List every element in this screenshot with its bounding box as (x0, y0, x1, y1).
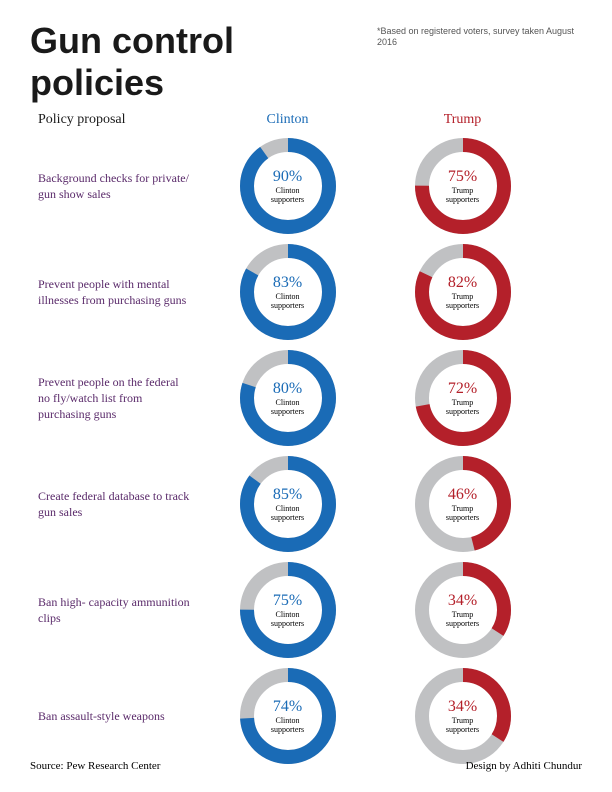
trump-donut-cell: 72% Trumpsupporters (375, 350, 550, 446)
clinton-percent: 75% (273, 592, 302, 610)
design-credit: Design by Adhiti Chundur (466, 760, 582, 772)
policy-row: Ban assault-style weapons 74% Clintonsup… (30, 666, 582, 766)
clinton-donut: 90% Clintonsupporters (240, 138, 336, 234)
policy-label: Ban assault-style weapons (30, 708, 200, 724)
survey-footnote: *Based on registered voters, survey take… (377, 26, 582, 48)
clinton-supporter-label: Clintonsupporters (271, 717, 304, 734)
policy-label: Prevent people on the federal no fly/wat… (30, 374, 200, 423)
policy-label: Prevent people with mental illnesses fro… (30, 276, 200, 308)
policy-row: Ban high- capacity ammunition clips 75% … (30, 560, 582, 660)
column-headers: Policy proposal Clinton Trump (30, 112, 582, 128)
policy-row: Create federal database to track gun sal… (30, 454, 582, 554)
clinton-donut-cell: 74% Clintonsupporters (200, 668, 375, 764)
trump-donut: 72% Trumpsupporters (415, 350, 511, 446)
policy-rows: Background checks for private/ gun show … (30, 136, 582, 766)
trump-donut: 82% Trumpsupporters (415, 244, 511, 340)
clinton-donut: 75% Clintonsupporters (240, 562, 336, 658)
trump-donut: 34% Trumpsupporters (415, 562, 511, 658)
clinton-supporter-label: Clintonsupporters (271, 505, 304, 522)
source-credit: Source: Pew Research Center (30, 760, 160, 772)
clinton-donut-cell: 80% Clintonsupporters (200, 350, 375, 446)
clinton-percent: 90% (273, 168, 302, 186)
clinton-supporter-label: Clintonsupporters (271, 611, 304, 628)
clinton-percent: 85% (273, 486, 302, 504)
clinton-supporter-label: Clintonsupporters (271, 293, 304, 310)
trump-percent: 46% (448, 486, 477, 504)
trump-supporter-label: Trumpsupporters (446, 611, 479, 628)
clinton-donut-cell: 83% Clintonsupporters (200, 244, 375, 340)
trump-donut: 75% Trumpsupporters (415, 138, 511, 234)
trump-percent: 72% (448, 380, 477, 398)
policy-row: Prevent people on the federal no fly/wat… (30, 348, 582, 448)
clinton-donut-cell: 75% Clintonsupporters (200, 562, 375, 658)
clinton-donut-cell: 85% Clintonsupporters (200, 456, 375, 552)
clinton-percent: 83% (273, 274, 302, 292)
trump-donut-cell: 82% Trumpsupporters (375, 244, 550, 340)
trump-percent: 75% (448, 168, 477, 186)
trump-supporter-label: Trumpsupporters (446, 293, 479, 310)
trump-donut: 46% Trumpsupporters (415, 456, 511, 552)
trump-supporter-label: Trumpsupporters (446, 505, 479, 522)
policy-column-header: Policy proposal (30, 112, 200, 128)
policy-label: Ban high- capacity ammunition clips (30, 594, 200, 626)
trump-donut-cell: 34% Trumpsupporters (375, 562, 550, 658)
clinton-donut: 74% Clintonsupporters (240, 668, 336, 764)
clinton-supporter-label: Clintonsupporters (271, 187, 304, 204)
clinton-supporter-label: Clintonsupporters (271, 399, 304, 416)
clinton-donut: 85% Clintonsupporters (240, 456, 336, 552)
page-title: Gun control policies (30, 20, 355, 104)
clinton-column-header: Clinton (200, 112, 375, 128)
policy-label: Create federal database to track gun sal… (30, 488, 200, 520)
clinton-percent: 80% (273, 380, 302, 398)
trump-donut-cell: 75% Trumpsupporters (375, 138, 550, 234)
policy-label: Background checks for private/ gun show … (30, 170, 200, 202)
clinton-donut: 83% Clintonsupporters (240, 244, 336, 340)
trump-donut-cell: 34% Trumpsupporters (375, 668, 550, 764)
trump-percent: 82% (448, 274, 477, 292)
trump-supporter-label: Trumpsupporters (446, 399, 479, 416)
trump-supporter-label: Trumpsupporters (446, 187, 479, 204)
trump-percent: 34% (448, 592, 477, 610)
trump-column-header: Trump (375, 112, 550, 128)
policy-row: Prevent people with mental illnesses fro… (30, 242, 582, 342)
policy-row: Background checks for private/ gun show … (30, 136, 582, 236)
trump-donut-cell: 46% Trumpsupporters (375, 456, 550, 552)
clinton-donut: 80% Clintonsupporters (240, 350, 336, 446)
trump-percent: 34% (448, 698, 477, 716)
clinton-percent: 74% (273, 698, 302, 716)
clinton-donut-cell: 90% Clintonsupporters (200, 138, 375, 234)
trump-supporter-label: Trumpsupporters (446, 717, 479, 734)
trump-donut: 34% Trumpsupporters (415, 668, 511, 764)
